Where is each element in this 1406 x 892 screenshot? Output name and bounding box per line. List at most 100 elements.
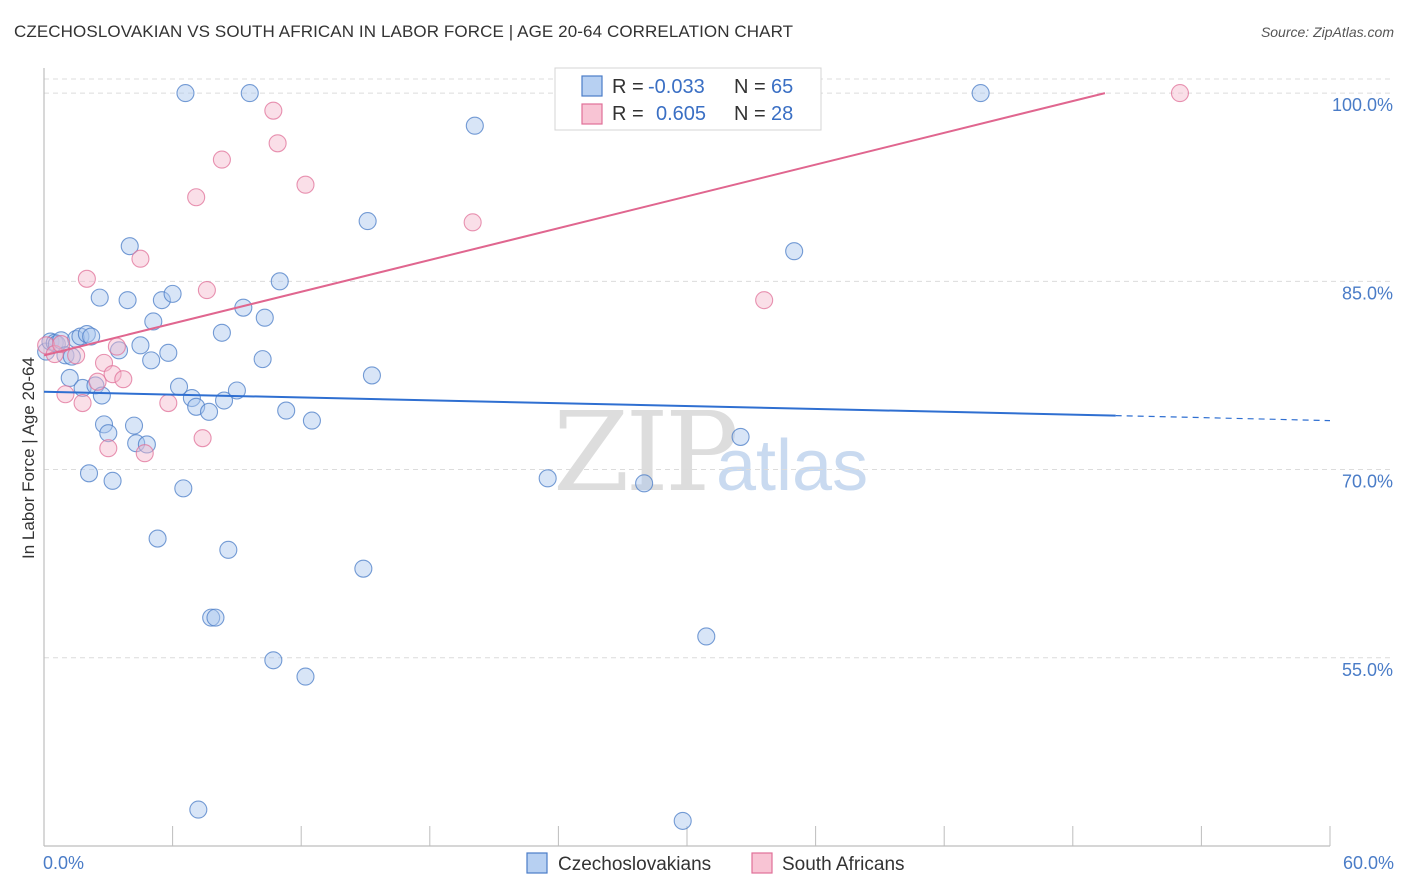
bottom-legend-swatch-pink bbox=[751, 852, 773, 874]
legend-n-value-1: 65 bbox=[771, 76, 793, 98]
point-czechoslovakian bbox=[253, 350, 272, 369]
y-tick-label: 55.0% bbox=[1342, 660, 1393, 680]
point-south-african bbox=[52, 335, 71, 354]
point-south-african bbox=[56, 385, 75, 404]
point-czechoslovakian bbox=[227, 381, 246, 400]
point-czechoslovakian bbox=[163, 284, 182, 303]
point-south-african bbox=[131, 249, 150, 268]
chart-title: CZECHOSLOVAKIAN VS SOUTH AFRICAN IN LABO… bbox=[14, 22, 794, 41]
watermark: ZIP atlas bbox=[553, 388, 868, 516]
point-czechoslovakian bbox=[212, 323, 231, 342]
y-tick-label: 85.0% bbox=[1342, 283, 1393, 303]
point-south-african bbox=[212, 150, 231, 169]
point-south-african bbox=[755, 291, 774, 310]
point-south-african bbox=[73, 393, 92, 413]
point-czechoslovakian bbox=[270, 272, 289, 291]
bottom-legend-south-africans: South Africans bbox=[782, 854, 905, 875]
point-czechoslovakian bbox=[79, 464, 99, 483]
point-south-african bbox=[107, 337, 126, 356]
source-label: Source: ZipAtlas.com bbox=[1260, 24, 1394, 40]
point-czechoslovakian bbox=[199, 402, 219, 421]
legend-r-value-1: -0.033 bbox=[648, 76, 705, 98]
point-czechoslovakian bbox=[159, 343, 178, 362]
point-czechoslovakian bbox=[465, 116, 484, 135]
point-south-african bbox=[197, 281, 216, 300]
point-czechoslovakian bbox=[697, 627, 716, 646]
point-south-african bbox=[159, 393, 178, 413]
series-legend: Czechoslovakians South Africans bbox=[526, 852, 905, 875]
point-czechoslovakian bbox=[124, 416, 144, 435]
point-czechoslovakian bbox=[635, 474, 654, 493]
watermark-zip: ZIP bbox=[553, 388, 736, 516]
bottom-legend-swatch-blue bbox=[526, 852, 548, 874]
y-axis-label: In Labor Force | Age 20-64 bbox=[19, 357, 38, 559]
trend-lines bbox=[43, 92, 1331, 422]
point-czechoslovakian bbox=[264, 651, 283, 670]
x-tick-label-max: 60.0% bbox=[1343, 853, 1394, 873]
point-czechoslovakian bbox=[90, 288, 109, 307]
legend-n-label-2: N = bbox=[734, 103, 766, 125]
point-czechoslovakian bbox=[131, 336, 150, 355]
point-czechoslovakian bbox=[99, 424, 118, 443]
y-tick-labels: 55.0% 70.0% 85.0% 100.0% bbox=[1332, 95, 1393, 680]
point-czechoslovakian bbox=[538, 469, 557, 488]
x-tick-label-min: 0.0% bbox=[43, 853, 84, 873]
point-czechoslovakian bbox=[174, 479, 193, 498]
point-czechoslovakian bbox=[358, 212, 377, 231]
point-czechoslovakian bbox=[82, 327, 101, 346]
series-south-africans bbox=[37, 84, 1190, 463]
legend-n-value-2: 28 bbox=[771, 103, 793, 125]
point-south-african bbox=[187, 188, 206, 207]
point-czechoslovakian bbox=[118, 291, 137, 310]
x-tick-labels: 0.0% 60.0% bbox=[43, 853, 1394, 873]
point-south-african bbox=[463, 213, 482, 232]
trend-line-czechoslovakians-extension bbox=[1115, 414, 1331, 422]
point-czechoslovakian bbox=[219, 540, 238, 559]
point-south-african bbox=[88, 372, 107, 391]
point-czechoslovakian bbox=[673, 811, 692, 830]
legend-r-label-2: R = bbox=[612, 103, 644, 125]
point-czechoslovakian bbox=[103, 471, 122, 490]
gridlines bbox=[44, 78, 1394, 659]
point-czechoslovakian bbox=[92, 386, 111, 405]
point-czechoslovakian bbox=[296, 667, 315, 686]
point-czechoslovakian bbox=[176, 84, 195, 103]
point-czechoslovakian bbox=[255, 308, 274, 327]
point-south-african bbox=[193, 429, 212, 448]
trend-line-south-africans bbox=[43, 92, 1106, 357]
point-south-african bbox=[135, 444, 154, 463]
point-czechoslovakian bbox=[971, 84, 990, 103]
watermark-atlas: atlas bbox=[716, 426, 868, 506]
point-south-african bbox=[114, 370, 133, 389]
point-czechoslovakian bbox=[142, 351, 161, 370]
point-south-african bbox=[296, 175, 315, 194]
point-czechoslovakian bbox=[182, 388, 201, 408]
point-south-african bbox=[1170, 84, 1190, 103]
point-czechoslovakian bbox=[354, 559, 373, 578]
point-czechoslovakian bbox=[362, 366, 381, 385]
y-tick-label: 100.0% bbox=[1332, 95, 1393, 115]
point-south-african bbox=[268, 134, 287, 153]
point-czechoslovakian bbox=[240, 84, 259, 103]
point-czechoslovakian bbox=[152, 291, 171, 310]
point-czechoslovakian bbox=[202, 608, 221, 627]
point-czechoslovakian bbox=[302, 411, 321, 430]
point-czechoslovakian bbox=[785, 242, 804, 261]
point-czechoslovakian bbox=[277, 401, 296, 420]
y-tick-label: 70.0% bbox=[1342, 472, 1393, 492]
legend-swatch-blue bbox=[581, 75, 603, 97]
legend-r-label-1: R = bbox=[612, 76, 644, 98]
legend-swatch-pink bbox=[581, 103, 603, 125]
point-south-african bbox=[103, 365, 122, 384]
legend-n-label-1: N = bbox=[734, 76, 766, 98]
point-south-african bbox=[99, 439, 118, 458]
point-czechoslovakian bbox=[206, 608, 225, 627]
point-czechoslovakian bbox=[144, 312, 163, 331]
point-south-african bbox=[264, 101, 283, 120]
point-czechoslovakian bbox=[731, 427, 750, 446]
legend-r-value-2: 0.605 bbox=[656, 103, 706, 125]
point-czechoslovakian bbox=[148, 529, 167, 548]
point-czechoslovakian bbox=[94, 415, 114, 434]
correlation-legend: R = -0.033 N = 65 R = 0.605 N = 28 bbox=[554, 67, 822, 131]
point-czechoslovakian bbox=[189, 800, 208, 819]
